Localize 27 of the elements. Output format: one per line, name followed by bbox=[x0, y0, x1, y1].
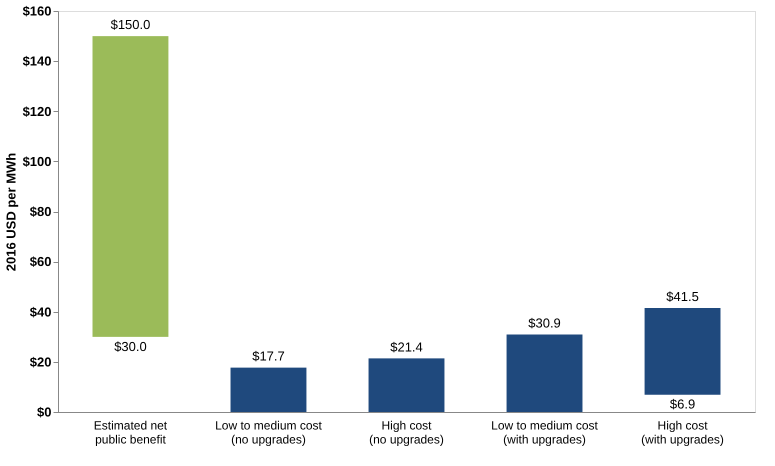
x-tick-label: Low to medium cost (no upgrades) bbox=[215, 418, 322, 446]
data-label: $21.4 bbox=[390, 339, 423, 354]
annotation: $6.9 bbox=[670, 396, 696, 412]
bar bbox=[368, 358, 444, 412]
y-tick-label: $140 bbox=[22, 54, 52, 69]
bar bbox=[506, 334, 582, 412]
y-tick-label: $160 bbox=[22, 4, 52, 18]
bar bbox=[644, 308, 720, 395]
x-tick-label: High cost (no upgrades) bbox=[369, 418, 444, 446]
y-tick-label: $80 bbox=[30, 204, 52, 219]
y-tick-label: $0 bbox=[37, 404, 52, 420]
y-tick-label: $60 bbox=[30, 254, 52, 270]
y-tick-label: $120 bbox=[22, 104, 52, 119]
x-tick-label: Estimated net public benefit bbox=[94, 418, 168, 446]
y-tick-label: $100 bbox=[22, 154, 52, 169]
annotation: $30.0 bbox=[114, 338, 147, 354]
bar bbox=[230, 368, 306, 412]
data-label: $150.0 bbox=[110, 17, 150, 32]
bar bbox=[92, 36, 168, 337]
x-tick-label: Low to medium cost (with upgrades) bbox=[491, 418, 599, 446]
y-axis-title: 2016 USD per MWh bbox=[4, 152, 19, 272]
x-tick-label: High cost (with upgrades) bbox=[641, 418, 724, 446]
y-tick-label: $20 bbox=[30, 354, 52, 370]
data-label: $30.9 bbox=[528, 316, 561, 331]
y-tick-label: $40 bbox=[30, 304, 52, 320]
data-label: $41.5 bbox=[666, 288, 699, 304]
data-label: $17.7 bbox=[252, 348, 285, 364]
